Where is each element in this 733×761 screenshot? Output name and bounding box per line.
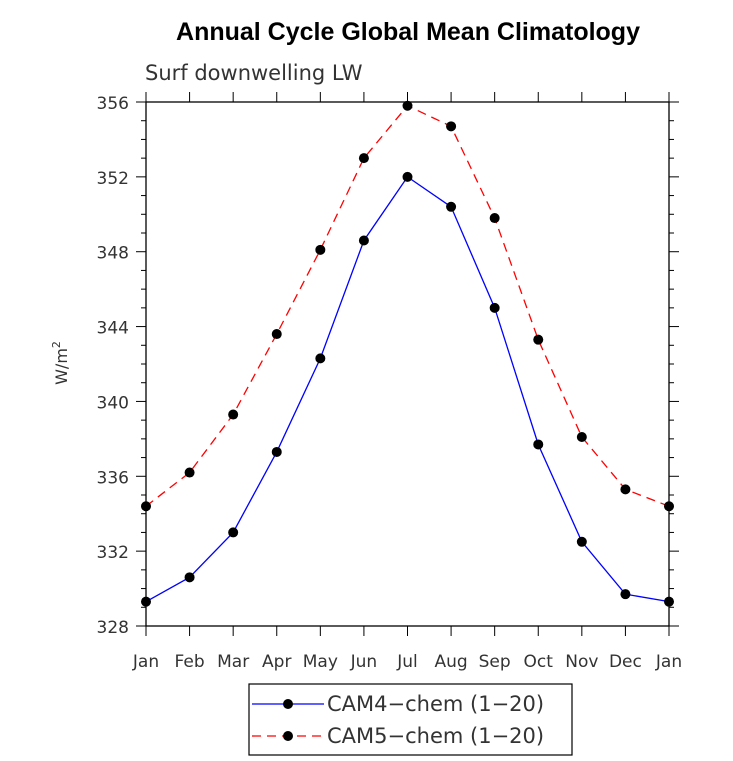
data-point-cam5 [315, 244, 326, 255]
data-point-cam4 [489, 302, 500, 313]
series-line-cam5 [145, 104, 670, 507]
legend-box [248, 683, 573, 756]
y-tick-label: 332 [97, 543, 129, 563]
y-tick-label: 352 [97, 169, 129, 189]
data-point-cam4 [184, 572, 195, 583]
minor-ticks [141, 120, 674, 608]
x-tick-label: Nov [565, 652, 598, 672]
data-point-cam4 [228, 527, 239, 538]
data-point-cam5 [358, 153, 369, 164]
x-tick-labels: Jan Feb Mar Apr May Jun Jul Aug Sep Oct Nov Dec Jan [132, 652, 682, 672]
data-point-cam5 [402, 100, 413, 111]
data-point-cam5 [576, 431, 587, 442]
chart-title: Annual Cycle Global Mean Climatology [176, 18, 640, 46]
chart-subtitle: Surf downwelling LW [145, 61, 363, 85]
y-tick-label: 344 [97, 319, 129, 339]
x-tick-label: Feb [175, 652, 205, 672]
legend-label-cam4: CAM4−chem (1−20) [327, 692, 544, 716]
data-point-cam4 [620, 589, 631, 600]
data-point-cam5 [489, 213, 500, 224]
x-tick-label: Oct [524, 652, 554, 672]
series-line-cam4 [145, 175, 670, 603]
y-tick-label: 328 [97, 618, 129, 638]
y-axis-title-exponent: 2 [50, 341, 63, 348]
data-point-cam4 [315, 353, 326, 364]
plot-frame [145, 101, 670, 627]
data-point-cam5 [446, 121, 457, 132]
legend-marker-cam5 [283, 731, 293, 741]
x-tick-label: Jul [396, 652, 418, 672]
x-tick-label: Mar [217, 652, 249, 672]
data-point-cam4 [271, 446, 282, 457]
y-axis-title-base: W/m [52, 348, 71, 385]
x-tick-label: Jan [655, 652, 682, 672]
legend: CAM4−chem (1−20) CAM5−chem (1−20) [248, 683, 573, 756]
data-point-cam4 [358, 235, 369, 246]
svg-text:W/m2: W/m2 [50, 341, 71, 385]
data-point-cam5 [184, 467, 195, 478]
data-point-cam5 [533, 334, 544, 345]
x-tick-label: Apr [262, 652, 291, 672]
data-point-cam4 [402, 171, 413, 182]
major-ticks [136, 92, 679, 636]
data-point-cam5 [228, 409, 239, 420]
y-tick-label: 356 [97, 94, 129, 114]
y-axis-title: W/m2 [50, 341, 71, 385]
y-tick-labels: 328 332 336 340 344 348 352 356 [97, 94, 129, 638]
y-tick-label: 336 [97, 468, 129, 488]
x-tick-label: Sep [479, 652, 511, 672]
legend-entry-cam5: CAM5−chem (1−20) [252, 724, 544, 748]
x-tick-label: May [303, 652, 338, 672]
series-group [141, 100, 674, 607]
data-point-cam5 [620, 484, 631, 495]
x-tick-label: Jun [350, 652, 378, 672]
x-tick-label: Jan [132, 652, 159, 672]
legend-entry-cam4: CAM4−chem (1−20) [252, 692, 544, 716]
data-point-cam4 [446, 201, 457, 212]
data-point-cam5 [271, 329, 282, 340]
x-tick-label: Dec [609, 652, 642, 672]
y-tick-label: 340 [97, 393, 129, 413]
x-tick-label: Aug [434, 652, 467, 672]
legend-marker-cam4 [283, 699, 293, 709]
data-point-cam4 [533, 439, 544, 450]
legend-label-cam5: CAM5−chem (1−20) [327, 724, 544, 748]
data-point-cam4 [576, 536, 587, 547]
y-tick-label: 348 [97, 244, 129, 264]
